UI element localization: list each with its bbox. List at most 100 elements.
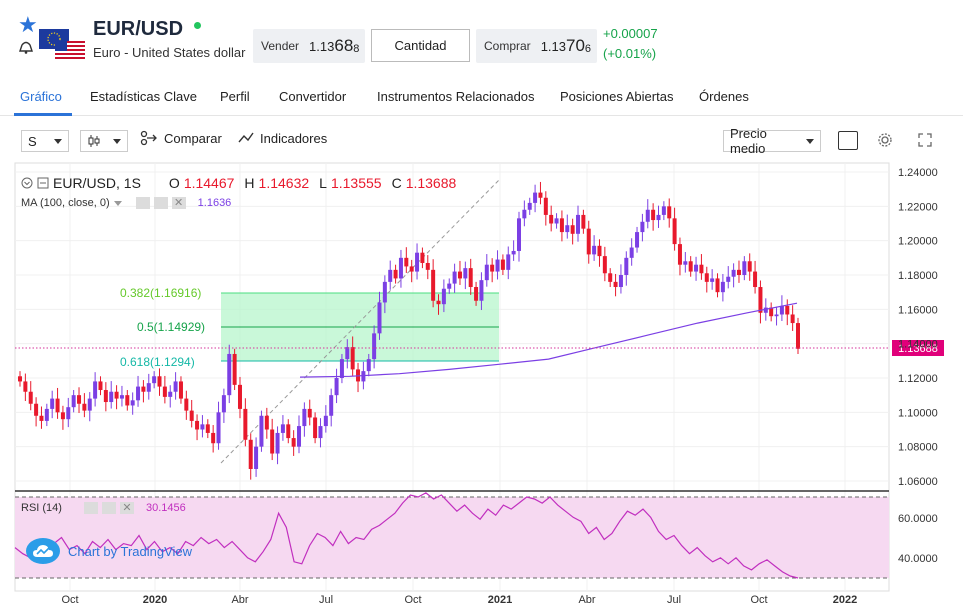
tab-perfil[interactable]: Perfil	[220, 89, 250, 104]
chevron-down-icon	[54, 138, 62, 144]
compare-label: Comparar	[164, 130, 222, 146]
candle-body	[763, 307, 768, 313]
eye-icon[interactable]	[83, 502, 98, 514]
candle-body	[538, 192, 543, 198]
candle-body	[661, 206, 666, 215]
time-tick-label: 2022	[833, 594, 857, 606]
price-type-value: Precio medio	[730, 126, 767, 156]
legend-low-label: L	[319, 175, 327, 191]
ma-legend: MA (100, close, 0) ✕ 1.1636	[21, 197, 231, 209]
tab-instrumentos-relacionados[interactable]: Instrumentos Relacionados	[377, 89, 535, 104]
candle-body	[576, 214, 581, 234]
rsi-label: RSI (14)	[21, 502, 62, 514]
chevron-down-icon[interactable]	[113, 200, 122, 206]
gear-icon[interactable]	[153, 197, 168, 209]
tradingview-watermark[interactable]: Chart by TradingView	[26, 538, 192, 564]
candle-body	[747, 261, 752, 272]
candle-body	[318, 426, 323, 439]
candle-body	[516, 218, 521, 251]
buy-button[interactable]: Comprar 1.13706	[476, 29, 597, 63]
rsi-legend: RSI (14) ✕ 30.1456	[21, 502, 186, 514]
candle-body	[178, 381, 183, 399]
tab-posiciones-abiertas[interactable]: Posiciones Abiertas	[560, 89, 674, 104]
candle-body	[688, 261, 693, 272]
tab-estadisticas-clave[interactable]: Estadísticas Clave	[90, 89, 197, 104]
price-tick-label: 1.14000	[898, 339, 938, 351]
candle-body	[119, 395, 124, 399]
candle-body	[173, 381, 178, 392]
candle-body	[162, 386, 167, 397]
chart-type-select[interactable]	[80, 130, 128, 152]
candle-body	[683, 261, 688, 265]
sell-button[interactable]: Vender 1.13688	[253, 29, 365, 63]
hide-series-icon[interactable]	[37, 177, 49, 189]
candle-body	[291, 438, 296, 447]
candle-body	[592, 245, 597, 255]
buy-label: Comprar	[484, 39, 531, 53]
candle-body	[484, 264, 489, 281]
chevron-down-icon	[806, 138, 814, 144]
candle-body	[769, 307, 774, 317]
candle-body	[168, 391, 173, 397]
candle-body	[672, 218, 677, 245]
ma-value: 1.1636	[197, 197, 232, 209]
compare-icon	[140, 130, 157, 146]
candle-body	[565, 225, 570, 233]
candle-body	[44, 408, 49, 421]
candle-body	[468, 268, 473, 288]
rsi-tick-60: 60.0000	[898, 513, 938, 525]
compare-button[interactable]: Comparar	[140, 130, 222, 146]
alert-bell-icon[interactable]	[18, 40, 34, 54]
symbol-title: EUR/USD	[93, 18, 184, 40]
candle-body	[699, 264, 704, 274]
candle-body	[286, 424, 291, 439]
settings-gear-icon[interactable]	[877, 132, 893, 148]
candle-body	[667, 206, 672, 219]
candles	[18, 181, 800, 480]
candle-body	[205, 424, 210, 433]
candle-body	[554, 218, 559, 224]
indicators-button[interactable]: Indicadores	[238, 130, 327, 146]
candle-body	[613, 281, 618, 288]
candle-body	[345, 347, 350, 360]
candle-body	[753, 271, 758, 288]
indicators-icon	[238, 132, 254, 143]
price-tick-label: 1.06000	[898, 476, 938, 488]
active-tab-indicator	[14, 113, 72, 116]
close-icon[interactable]: ✕	[119, 502, 134, 514]
collapse-chevron-icon[interactable]	[21, 177, 33, 189]
legend-open: 1.14467	[183, 175, 235, 191]
fib-label-05: 0.5(1.14929)	[137, 320, 205, 334]
fullscreen-icon[interactable]	[918, 133, 932, 147]
snapshot-checkbox[interactable]	[838, 131, 858, 150]
tab-ordenes[interactable]: Órdenes	[699, 89, 749, 104]
candle-body	[50, 398, 55, 409]
candle-body	[109, 391, 114, 403]
candle-body	[34, 403, 39, 416]
eye-icon[interactable]	[135, 197, 150, 209]
gear-icon[interactable]	[101, 502, 116, 514]
time-tick-label: Jul	[319, 594, 333, 606]
favorite-star-icon[interactable]: ★	[18, 12, 38, 37]
price-type-select[interactable]: Precio medio	[723, 126, 821, 156]
candle-body	[243, 408, 248, 440]
tab-convertidor[interactable]: Convertidor	[279, 89, 347, 104]
interval-select[interactable]: S	[21, 130, 69, 152]
candle-body	[93, 381, 98, 399]
quantity-input[interactable]: Cantidad	[371, 29, 470, 62]
market-open-indicator	[194, 22, 201, 29]
candle-body	[388, 269, 393, 282]
candle-body	[87, 398, 92, 411]
candle-body	[779, 305, 784, 315]
candle-body	[211, 432, 216, 444]
price-tick-label: 1.20000	[898, 236, 938, 248]
time-tick-label: Abr	[578, 594, 595, 606]
close-icon[interactable]: ✕	[171, 197, 186, 209]
candle-body	[715, 278, 720, 293]
candle-body	[82, 403, 87, 411]
candle-body	[323, 415, 328, 427]
candle-body	[157, 376, 162, 387]
candle-body	[522, 209, 527, 219]
legend-low: 1.13555	[330, 175, 382, 191]
tab-grafico[interactable]: Gráfico	[20, 89, 62, 104]
